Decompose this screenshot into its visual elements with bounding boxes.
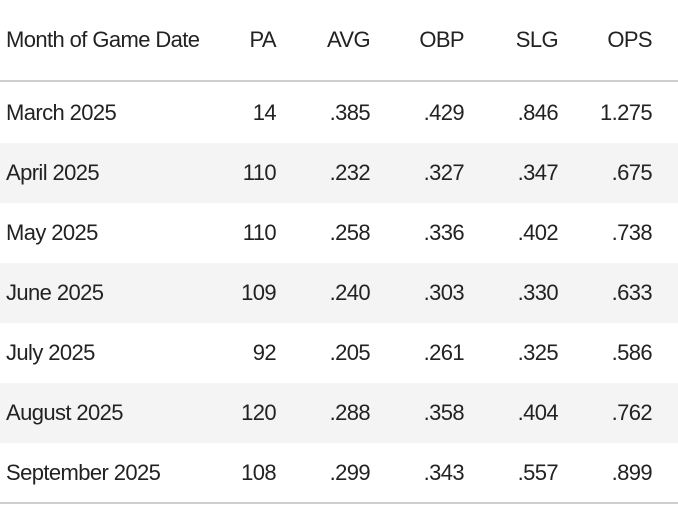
table-cell: 109 (241, 280, 277, 305)
column-header: SLG (515, 27, 559, 52)
table-cell: .261 (423, 340, 465, 365)
table-cell: .299 (329, 459, 371, 485)
table-cell: 120 (241, 400, 277, 425)
table-cell: .738 (611, 220, 653, 245)
table-cell: .205 (329, 340, 371, 365)
table-cell: .303 (423, 280, 465, 305)
table-cell: July 2025 (6, 340, 95, 365)
table-cell: .240 (329, 280, 371, 305)
table-cell: .429 (423, 100, 465, 125)
table-cell: .358 (423, 400, 465, 425)
table-cell: .762 (611, 400, 653, 425)
table-cell: .586 (611, 340, 653, 365)
table-cell: .404 (517, 400, 559, 425)
column-header: Month of Game Date (6, 27, 200, 52)
table-cell: .347 (517, 160, 559, 185)
table-cell: .288 (329, 400, 371, 425)
table-cell: 1.275 (599, 100, 653, 125)
data-row: May 2025 110 .258 .336 .402 .738 (0, 203, 678, 263)
table-cell: .325 (517, 340, 559, 365)
data-row: July 2025 92 .205 .261 .325 .586 (0, 323, 678, 383)
column-header: PA (249, 27, 276, 52)
table-cell: March 2025 (6, 100, 117, 125)
table-cell: .330 (517, 280, 559, 305)
column-header: OPS (607, 27, 652, 52)
table-cell: 110 (242, 220, 277, 245)
table-cell: .633 (611, 280, 653, 305)
data-row: April 2025 110 .232 .327 .347 .675 (0, 143, 678, 203)
data-row: August 2025 120 .288 .358 .404 .762 (0, 383, 678, 443)
table-cell: April 2025 (6, 160, 100, 185)
table-cell: .402 (517, 220, 559, 245)
table-cell: May 2025 (6, 220, 98, 245)
header-row: Month of Game Date PA AVG OBP SLG OPS (0, 0, 678, 82)
column-header: AVG (326, 27, 371, 52)
table-cell: 14 (252, 100, 277, 125)
table-cell: .385 (329, 100, 371, 125)
table-cell: 92 (252, 340, 277, 365)
table-cell: August 2025 (6, 400, 124, 425)
table-cell: .327 (423, 160, 465, 185)
table-cell: .232 (329, 160, 371, 185)
column-header: OBP (419, 27, 464, 52)
table-cell: .343 (423, 459, 465, 485)
data-row: March 2025 14 .385 .429 .846 1.275 (0, 83, 678, 143)
table-cell: .846 (517, 100, 559, 125)
table-cell: June 2025 (6, 280, 104, 305)
table-cell: .258 (329, 220, 371, 245)
data-row: September 2025 108 .299 .343 .557 .899 (0, 443, 678, 504)
table-cell: September 2025 (6, 459, 161, 485)
table-cell: 108 (241, 459, 277, 485)
table-cell: .336 (423, 220, 465, 245)
table-cell: .675 (611, 160, 653, 185)
table-cell: .899 (611, 459, 653, 485)
data-row: June 2025 109 .240 .303 .330 .633 (0, 263, 678, 323)
table-cell: .557 (517, 459, 559, 485)
table-cell: 110 (242, 160, 277, 185)
